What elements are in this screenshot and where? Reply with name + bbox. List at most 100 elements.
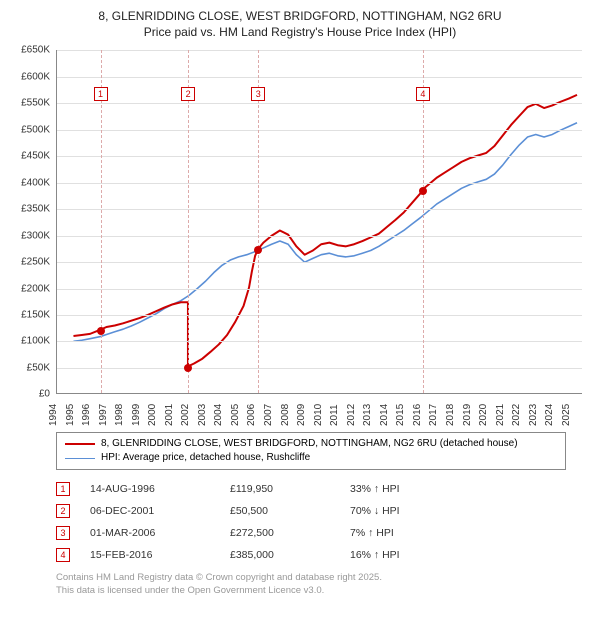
gridline bbox=[57, 156, 582, 157]
table-row: 4 15-FEB-2016 £385,000 16% ↑ HPI bbox=[56, 544, 566, 566]
footnote: Contains HM Land Registry data © Crown c… bbox=[56, 572, 566, 598]
x-tick-label: 2023 bbox=[528, 404, 539, 426]
x-tick-label: 2013 bbox=[362, 404, 373, 426]
transaction-dashed-line bbox=[188, 50, 189, 393]
gridline bbox=[57, 50, 582, 51]
chart-title: 8, GLENRIDDING CLOSE, WEST BRIDGFORD, NO… bbox=[14, 8, 586, 40]
txn-marker-1: 1 bbox=[56, 482, 70, 496]
y-tick-label: £50K bbox=[27, 362, 50, 373]
x-tick-label: 2012 bbox=[346, 404, 357, 426]
y-tick-label: £650K bbox=[21, 45, 50, 56]
y-tick-label: £500K bbox=[21, 124, 50, 135]
x-tick-label: 2005 bbox=[230, 404, 241, 426]
txn-date: 15-FEB-2016 bbox=[90, 549, 230, 561]
x-axis-labels: 1994199519961997199819992000200120022003… bbox=[56, 396, 582, 426]
transaction-marker-box: 4 bbox=[416, 87, 430, 101]
gridline bbox=[57, 130, 582, 131]
table-row: 2 06-DEC-2001 £50,500 70% ↓ HPI bbox=[56, 500, 566, 522]
y-tick-label: £550K bbox=[21, 98, 50, 109]
x-tick-label: 2022 bbox=[511, 404, 522, 426]
sale-point-dot bbox=[184, 364, 192, 372]
sale-point-dot bbox=[419, 187, 427, 195]
x-tick-label: 2014 bbox=[379, 404, 390, 426]
table-row: 3 01-MAR-2006 £272,500 7% ↑ HPI bbox=[56, 522, 566, 544]
x-tick-label: 2010 bbox=[313, 404, 324, 426]
x-tick-label: 1996 bbox=[81, 404, 92, 426]
x-tick-label: 2024 bbox=[544, 404, 555, 426]
txn-pct: 70% ↓ HPI bbox=[350, 505, 480, 517]
gridline bbox=[57, 77, 582, 78]
transaction-marker-box: 3 bbox=[251, 87, 265, 101]
series-line-price_paid bbox=[73, 95, 577, 367]
txn-price: £385,000 bbox=[230, 549, 350, 561]
txn-marker-2: 2 bbox=[56, 504, 70, 518]
y-tick-label: £200K bbox=[21, 283, 50, 294]
y-tick-label: £350K bbox=[21, 204, 50, 215]
gridline bbox=[57, 236, 582, 237]
gridline bbox=[57, 341, 582, 342]
txn-price: £272,500 bbox=[230, 527, 350, 539]
txn-marker-3: 3 bbox=[56, 526, 70, 540]
x-tick-label: 2006 bbox=[246, 404, 257, 426]
txn-pct: 16% ↑ HPI bbox=[350, 549, 480, 561]
title-line-1: 8, GLENRIDDING CLOSE, WEST BRIDGFORD, NO… bbox=[14, 8, 586, 24]
y-tick-label: £400K bbox=[21, 177, 50, 188]
gridline bbox=[57, 315, 582, 316]
x-tick-label: 2020 bbox=[478, 404, 489, 426]
legend-label-2: HPI: Average price, detached house, Rush… bbox=[101, 451, 310, 465]
legend-swatch-2 bbox=[65, 458, 95, 460]
gridline bbox=[57, 209, 582, 210]
txn-date: 06-DEC-2001 bbox=[90, 505, 230, 517]
gridline bbox=[57, 289, 582, 290]
gridline bbox=[57, 183, 582, 184]
txn-date: 01-MAR-2006 bbox=[90, 527, 230, 539]
x-tick-label: 2025 bbox=[561, 404, 572, 426]
legend-box: 8, GLENRIDDING CLOSE, WEST BRIDGFORD, NO… bbox=[56, 432, 566, 470]
y-tick-label: £450K bbox=[21, 151, 50, 162]
txn-pct: 33% ↑ HPI bbox=[350, 483, 480, 495]
x-tick-label: 1994 bbox=[48, 404, 59, 426]
x-tick-label: 2017 bbox=[428, 404, 439, 426]
footnote-line-2: This data is licensed under the Open Gov… bbox=[56, 585, 566, 598]
y-tick-label: £300K bbox=[21, 230, 50, 241]
transaction-marker-box: 2 bbox=[181, 87, 195, 101]
x-tick-label: 2007 bbox=[263, 404, 274, 426]
transaction-marker-box: 1 bbox=[94, 87, 108, 101]
transaction-dashed-line bbox=[101, 50, 102, 393]
x-tick-label: 2016 bbox=[412, 404, 423, 426]
txn-price: £50,500 bbox=[230, 505, 350, 517]
table-row: 1 14-AUG-1996 £119,950 33% ↑ HPI bbox=[56, 478, 566, 500]
x-tick-label: 2008 bbox=[280, 404, 291, 426]
transaction-dashed-line bbox=[258, 50, 259, 393]
y-axis-labels: £0£50K£100K£150K£200K£250K£300K£350K£400… bbox=[14, 50, 54, 398]
sale-point-dot bbox=[254, 246, 262, 254]
x-tick-label: 2003 bbox=[197, 404, 208, 426]
legend-row: HPI: Average price, detached house, Rush… bbox=[65, 451, 557, 465]
y-tick-label: £100K bbox=[21, 336, 50, 347]
x-tick-label: 2002 bbox=[180, 404, 191, 426]
gridline bbox=[57, 103, 582, 104]
x-tick-label: 1999 bbox=[131, 404, 142, 426]
x-tick-label: 2021 bbox=[495, 404, 506, 426]
y-tick-label: £150K bbox=[21, 309, 50, 320]
transaction-dashed-line bbox=[423, 50, 424, 393]
legend-swatch-1 bbox=[65, 443, 95, 445]
x-tick-label: 1998 bbox=[114, 404, 125, 426]
title-line-2: Price paid vs. HM Land Registry's House … bbox=[14, 24, 586, 40]
x-tick-label: 2004 bbox=[213, 404, 224, 426]
gridline bbox=[57, 262, 582, 263]
chart-area: £0£50K£100K£150K£200K£250K£300K£350K£400… bbox=[14, 46, 584, 426]
y-tick-label: £250K bbox=[21, 257, 50, 268]
legend-row: 8, GLENRIDDING CLOSE, WEST BRIDGFORD, NO… bbox=[65, 437, 557, 451]
x-tick-label: 2011 bbox=[329, 405, 340, 427]
x-tick-label: 2019 bbox=[462, 404, 473, 426]
x-tick-label: 2018 bbox=[445, 404, 456, 426]
sale-point-dot bbox=[97, 327, 105, 335]
y-tick-label: £600K bbox=[21, 71, 50, 82]
x-tick-label: 2000 bbox=[147, 404, 158, 426]
footnote-line-1: Contains HM Land Registry data © Crown c… bbox=[56, 572, 566, 585]
txn-date: 14-AUG-1996 bbox=[90, 483, 230, 495]
legend-label-1: 8, GLENRIDDING CLOSE, WEST BRIDGFORD, NO… bbox=[101, 437, 518, 451]
txn-marker-4: 4 bbox=[56, 548, 70, 562]
gridline bbox=[57, 368, 582, 369]
